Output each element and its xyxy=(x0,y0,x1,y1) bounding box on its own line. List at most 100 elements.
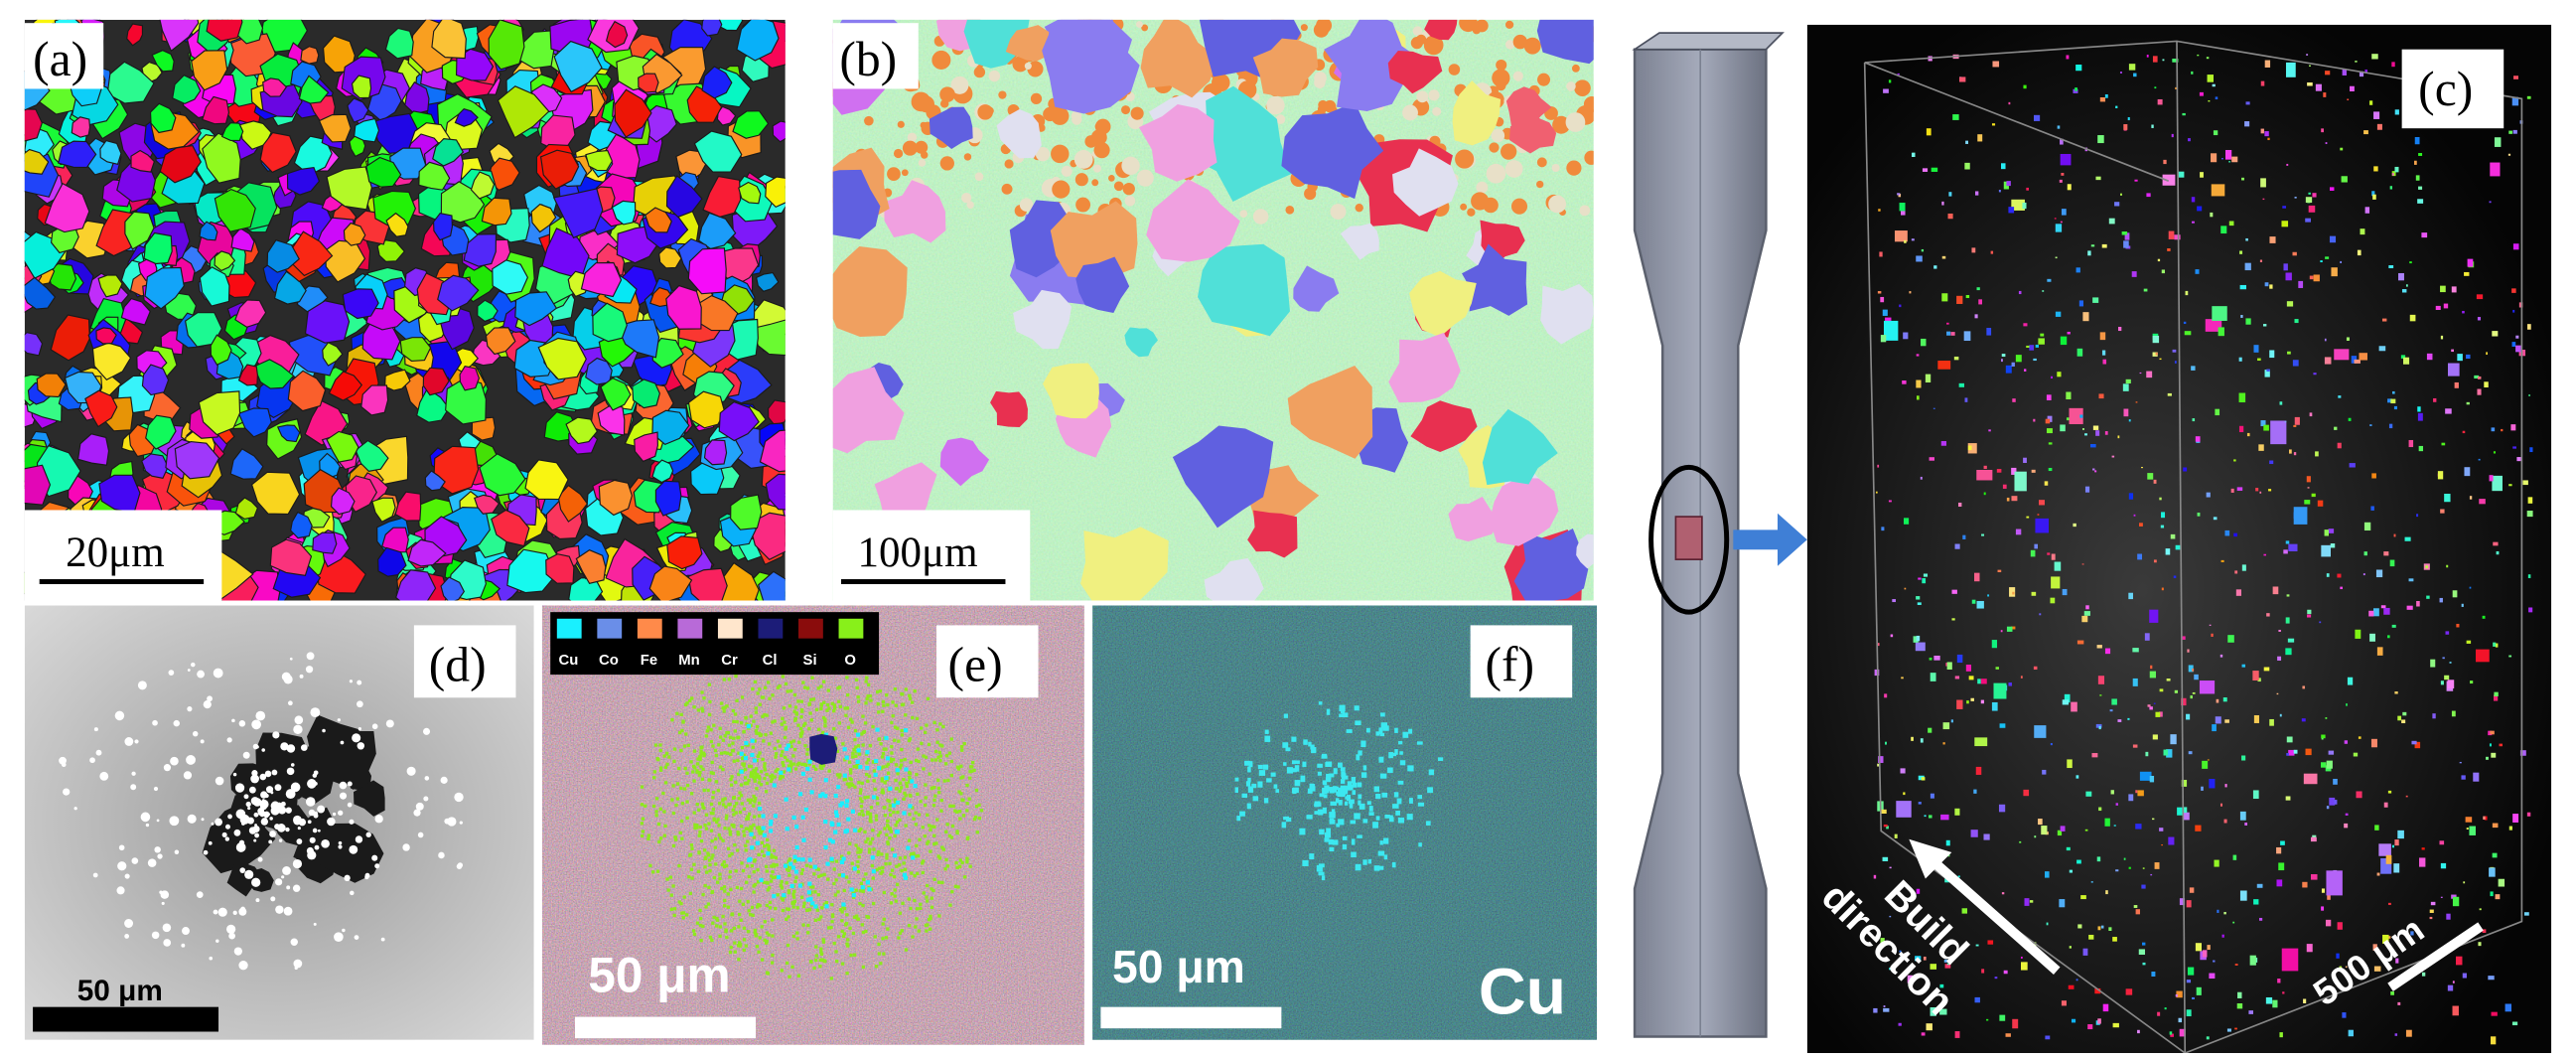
o-signal xyxy=(957,790,961,794)
particle xyxy=(2393,533,2396,537)
o-signal xyxy=(833,736,838,740)
o-signal xyxy=(912,851,916,855)
particle xyxy=(1951,618,1955,621)
o-signal xyxy=(787,975,791,979)
o-signal xyxy=(740,802,744,806)
scale-text: 20μm xyxy=(66,529,164,576)
cu-signal xyxy=(1339,713,1345,718)
particle xyxy=(1999,1014,2006,1021)
particle xyxy=(2161,587,2164,591)
particle xyxy=(2442,657,2445,660)
particle xyxy=(2476,294,2484,300)
o-signal xyxy=(942,779,946,783)
o-signal xyxy=(760,925,764,929)
o-signal xyxy=(775,752,779,756)
o-signal xyxy=(953,884,958,889)
o-signal xyxy=(781,675,785,679)
particle xyxy=(2264,282,2269,287)
particle xyxy=(2421,847,2425,850)
o-signal xyxy=(945,864,949,868)
o-signal xyxy=(890,744,894,749)
particle xyxy=(2224,719,2229,723)
o-signal xyxy=(791,754,795,758)
o-signal xyxy=(712,818,716,823)
particle xyxy=(2378,843,2391,856)
o-signal xyxy=(949,773,954,778)
o-signal xyxy=(955,831,959,835)
o-signal xyxy=(723,904,727,908)
o-signal xyxy=(898,766,902,770)
particle xyxy=(2066,55,2070,60)
o-signal xyxy=(816,893,821,897)
particle xyxy=(1923,573,1929,577)
cu-signal xyxy=(1379,840,1383,845)
particle xyxy=(2293,452,2297,456)
particle xyxy=(1882,856,1889,861)
o-signal xyxy=(916,871,920,876)
particle xyxy=(2211,633,2214,637)
o-signal xyxy=(823,959,827,964)
o-signal xyxy=(861,743,865,747)
grain xyxy=(1075,256,1130,314)
particle xyxy=(298,818,307,827)
particle xyxy=(2417,199,2424,204)
particle xyxy=(2216,698,2219,703)
o-signal xyxy=(805,748,809,752)
particle xyxy=(2462,310,2465,314)
cu-signal xyxy=(747,857,752,862)
particle xyxy=(2006,626,2013,632)
particle xyxy=(170,756,179,766)
o-signal xyxy=(662,754,666,758)
particle xyxy=(1888,79,1892,83)
particle xyxy=(2342,69,2348,76)
particle xyxy=(2488,976,2495,981)
o-signal xyxy=(925,723,929,727)
particle xyxy=(2186,900,2192,908)
grain xyxy=(1138,104,1217,182)
particle xyxy=(2302,685,2306,689)
particle xyxy=(2253,899,2259,905)
grain xyxy=(97,274,123,298)
particle xyxy=(2445,408,2452,414)
speckle xyxy=(1460,203,1468,211)
o-signal xyxy=(948,903,952,907)
o-signal xyxy=(885,852,889,857)
particle xyxy=(2329,797,2336,806)
o-signal xyxy=(691,929,696,933)
o-signal xyxy=(770,855,774,859)
o-signal xyxy=(930,758,934,762)
particle xyxy=(2429,916,2433,920)
particle xyxy=(2388,423,2393,429)
o-signal xyxy=(839,854,844,858)
o-signal xyxy=(837,699,841,703)
o-signal xyxy=(885,856,889,860)
o-signal xyxy=(873,935,877,939)
particle xyxy=(2188,751,2193,755)
o-signal xyxy=(685,701,689,705)
particle xyxy=(201,818,205,822)
particle xyxy=(2041,826,2048,835)
o-signal xyxy=(692,764,696,769)
particle xyxy=(2419,857,2426,867)
cu-signal xyxy=(750,752,755,758)
o-signal xyxy=(881,922,885,926)
particle xyxy=(1976,600,1984,609)
particle xyxy=(2060,424,2066,432)
particle xyxy=(2512,446,2516,449)
o-signal xyxy=(884,862,888,866)
particle xyxy=(2239,890,2247,901)
particle xyxy=(257,856,263,862)
o-signal xyxy=(855,685,859,690)
particle xyxy=(338,840,343,845)
particle xyxy=(2418,186,2423,190)
grain xyxy=(237,407,272,438)
particle xyxy=(2331,267,2338,277)
particle xyxy=(2258,444,2264,451)
particle xyxy=(1883,88,1889,93)
grain xyxy=(184,311,222,348)
cu-signal xyxy=(801,837,806,842)
particle xyxy=(2511,288,2516,293)
particle xyxy=(2001,359,2003,363)
o-signal xyxy=(832,867,836,871)
particle xyxy=(2037,514,2040,516)
